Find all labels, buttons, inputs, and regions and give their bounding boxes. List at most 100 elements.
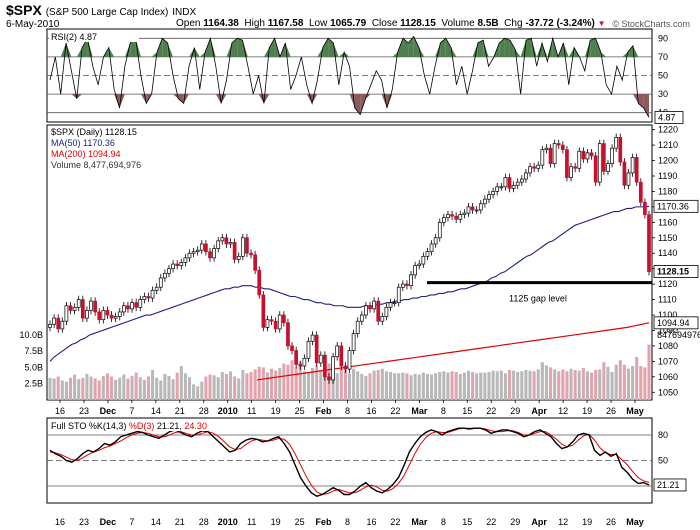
candle-body bbox=[614, 137, 619, 149]
candle-body bbox=[478, 203, 483, 211]
sto-legend: Full STO %K(14,3) %D(3) 21.21, 24.30 bbox=[51, 421, 207, 431]
price-xtick-label: 8 bbox=[345, 406, 350, 416]
sto-last-value-box bbox=[653, 478, 687, 492]
price-xtick-label: 22 bbox=[390, 406, 400, 416]
volume-bar bbox=[257, 366, 261, 400]
volume-bar bbox=[77, 379, 81, 400]
candle-body bbox=[126, 305, 130, 310]
rsi-oversold-fill bbox=[76, 94, 83, 99]
candle-body bbox=[355, 320, 360, 334]
sto-xtick-label: 15 bbox=[462, 517, 472, 527]
candle-body bbox=[569, 166, 573, 178]
candle-body bbox=[298, 364, 303, 367]
candle-body bbox=[507, 177, 512, 189]
candle-body bbox=[130, 302, 134, 310]
candle-body bbox=[606, 163, 610, 172]
candle-body bbox=[183, 257, 188, 263]
volume-bar bbox=[536, 369, 540, 400]
candle-body bbox=[351, 333, 356, 351]
sto-ytick-label: 50 bbox=[658, 456, 668, 466]
candle-body bbox=[93, 300, 97, 313]
volume-bar bbox=[499, 370, 503, 400]
price-ytick-label: 1150 bbox=[658, 233, 677, 243]
candle-body bbox=[310, 334, 315, 342]
rsi-overbought-fill bbox=[242, 40, 248, 57]
rsi-overbought-fill bbox=[397, 38, 403, 57]
volume-bar bbox=[626, 368, 631, 400]
rsi-ytick-label: 90 bbox=[658, 33, 668, 43]
high-value: 1167.58 bbox=[267, 18, 304, 29]
rsi-oversold-fill bbox=[643, 94, 649, 118]
volume-bar bbox=[105, 373, 109, 400]
volume-bar bbox=[155, 377, 159, 400]
volume-bar bbox=[52, 378, 56, 400]
volume-bar bbox=[393, 373, 397, 400]
volume-bar bbox=[97, 380, 101, 400]
volume-bar bbox=[442, 371, 446, 400]
candle-body bbox=[556, 143, 561, 146]
volume-bar bbox=[520, 371, 524, 400]
sto-xtick-label: 21 bbox=[175, 517, 185, 527]
gap-level-annotation: 1125 gap level bbox=[509, 294, 567, 304]
volume-bar bbox=[183, 373, 187, 400]
sto-xtick-label: 22 bbox=[486, 517, 496, 527]
price-xtick-label: 7 bbox=[129, 406, 134, 416]
volume-bar bbox=[110, 376, 114, 400]
volume-bar bbox=[126, 378, 130, 400]
candle-body bbox=[565, 149, 569, 178]
candle-body bbox=[216, 240, 221, 249]
sto-xtick-label: 11 bbox=[247, 517, 256, 527]
candle-body bbox=[48, 323, 52, 328]
rsi-oversold-fill bbox=[173, 94, 179, 99]
rsi-oversold-fill bbox=[638, 94, 644, 109]
candle-body bbox=[626, 172, 631, 186]
sto-xtick-label: 12 bbox=[558, 517, 568, 527]
volume-bar bbox=[434, 373, 438, 400]
volume-bar bbox=[606, 366, 610, 400]
candle-body bbox=[323, 354, 327, 378]
volume-bar bbox=[134, 372, 138, 400]
candle-body bbox=[113, 316, 118, 319]
candle-body bbox=[331, 356, 335, 381]
candle-body bbox=[220, 237, 225, 242]
rsi-overbought-fill bbox=[515, 49, 521, 57]
sto-xtick-label: 22 bbox=[390, 517, 400, 527]
volume-bar bbox=[585, 371, 589, 400]
volume-bar bbox=[274, 370, 278, 400]
ma200-last-value: 1094.94 bbox=[657, 318, 690, 328]
volume-bar bbox=[503, 373, 507, 400]
volume-bar bbox=[581, 368, 585, 400]
volume-bar bbox=[516, 371, 520, 400]
rsi-overbought-fill bbox=[531, 38, 537, 57]
candle-body bbox=[302, 357, 307, 367]
price-ytick-label: 1080 bbox=[658, 341, 678, 351]
volume-bar bbox=[544, 365, 548, 400]
rsi-oversold-fill bbox=[71, 94, 77, 99]
candle-body bbox=[442, 217, 446, 223]
candle-body bbox=[277, 314, 282, 330]
ma50-last-value: 1170.36 bbox=[657, 201, 689, 211]
volume-bar bbox=[438, 371, 442, 400]
volume-bar bbox=[208, 374, 212, 400]
volume-bar bbox=[368, 373, 372, 400]
candle-body bbox=[392, 302, 397, 305]
volume-bar bbox=[622, 364, 626, 400]
rsi-overbought-fill bbox=[338, 52, 345, 57]
sto-ytick-label: 80 bbox=[658, 430, 668, 440]
volume-bar bbox=[204, 376, 208, 400]
ma50-last-value-box bbox=[653, 199, 699, 213]
candle-body bbox=[138, 299, 143, 308]
sto-xtick-label: May bbox=[626, 517, 644, 527]
volume-bar bbox=[360, 373, 364, 400]
rsi-line bbox=[49, 35, 650, 118]
candle-body bbox=[273, 320, 278, 330]
rsi-overbought-fill bbox=[135, 38, 141, 57]
down-arrow-icon: ▼ bbox=[597, 19, 606, 28]
volume-bar bbox=[540, 362, 544, 400]
candle-body bbox=[347, 350, 352, 370]
candle-body bbox=[593, 155, 598, 183]
volume-bar bbox=[565, 371, 569, 400]
open-value: 1164.38 bbox=[203, 18, 239, 29]
rsi-overbought-fill bbox=[525, 38, 532, 57]
candle-body bbox=[454, 215, 459, 220]
